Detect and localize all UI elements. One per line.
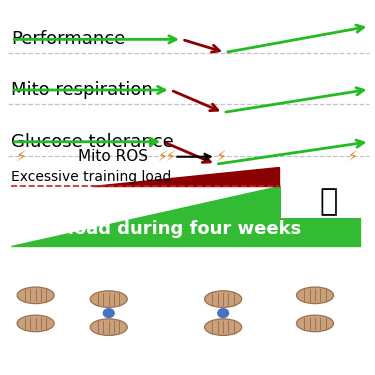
- Text: 🚴: 🚴: [319, 187, 337, 216]
- Text: ⚡: ⚡: [15, 149, 26, 164]
- Ellipse shape: [17, 315, 54, 332]
- Text: HIIT load during four weeks: HIIT load during four weeks: [21, 220, 302, 238]
- Polygon shape: [92, 167, 279, 186]
- Text: ⚡: ⚡: [348, 150, 357, 164]
- Ellipse shape: [17, 287, 54, 304]
- Text: Glucose tolerance: Glucose tolerance: [11, 133, 174, 151]
- Ellipse shape: [297, 315, 333, 332]
- Ellipse shape: [297, 287, 333, 304]
- Text: ⚡: ⚡: [216, 149, 226, 164]
- Ellipse shape: [90, 291, 127, 308]
- Ellipse shape: [205, 291, 242, 308]
- Bar: [279, 186, 360, 246]
- Ellipse shape: [218, 309, 228, 318]
- Polygon shape: [11, 186, 279, 246]
- Ellipse shape: [205, 319, 242, 336]
- Ellipse shape: [90, 319, 127, 336]
- Text: Excessive training load: Excessive training load: [11, 170, 172, 184]
- Ellipse shape: [104, 309, 114, 318]
- Text: Mito respiration: Mito respiration: [11, 81, 153, 99]
- Text: Mito ROS: Mito ROS: [78, 149, 147, 164]
- Text: ⚡: ⚡: [166, 150, 176, 164]
- Text: ⚡: ⚡: [158, 150, 168, 164]
- Text: Performance: Performance: [11, 30, 126, 48]
- Bar: [281, 163, 373, 218]
